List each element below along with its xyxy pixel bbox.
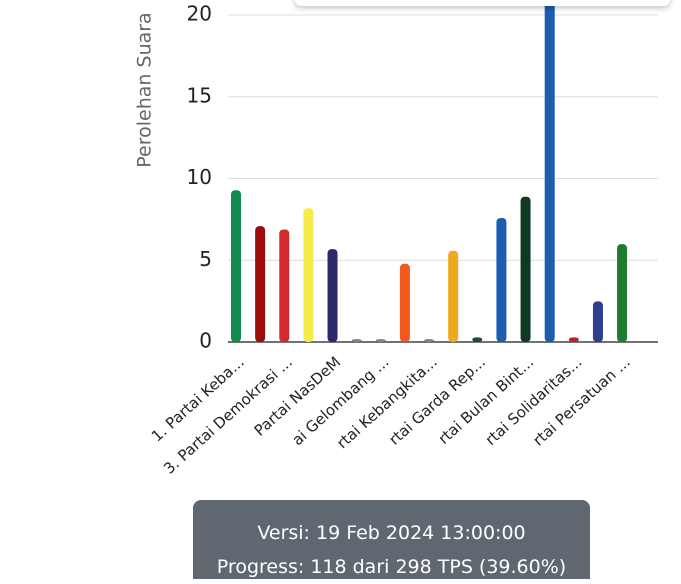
tooltip-line: Versi: 19 Feb 2024 13:00:00 <box>257 522 526 544</box>
y-tick-label: 20 <box>187 2 212 26</box>
y-axis-label: Perolehan Suara <box>134 12 156 167</box>
bar <box>568 337 579 342</box>
bar <box>592 301 603 342</box>
bar <box>327 249 338 342</box>
bar <box>375 339 386 342</box>
bar <box>544 0 555 342</box>
bar <box>303 208 314 342</box>
y-tick-label: 0 <box>199 329 212 353</box>
bar <box>472 337 483 342</box>
bar <box>424 339 435 342</box>
bar <box>231 190 241 342</box>
bar <box>448 250 459 342</box>
tooltip-line: Progress: 118 dari 298 TPS (39.60%) <box>216 556 567 578</box>
bar <box>279 229 290 342</box>
bar <box>255 226 266 342</box>
bar <box>617 244 628 342</box>
bar <box>399 263 410 342</box>
bar <box>520 196 531 342</box>
bar <box>351 339 362 342</box>
tooltip: Versi: 19 Feb 2024 13:00:00 Progress: 11… <box>193 500 590 579</box>
y-tick-label: 15 <box>187 83 212 107</box>
y-tick-label: 10 <box>187 165 212 189</box>
bar <box>496 218 507 342</box>
header-panel <box>295 0 670 6</box>
y-tick-label: 5 <box>199 247 212 271</box>
